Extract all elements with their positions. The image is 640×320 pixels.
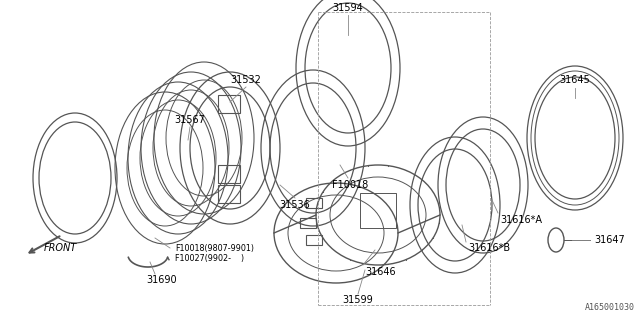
Text: 31645: 31645 [559,75,590,85]
Text: 31616*A: 31616*A [500,215,542,225]
Text: A165001030: A165001030 [585,303,635,312]
Text: 31594: 31594 [333,3,364,13]
Text: 31690: 31690 [147,275,177,285]
Text: 31646: 31646 [365,267,396,277]
Text: 31616*B: 31616*B [468,243,510,253]
Text: F10018: F10018 [332,180,368,190]
Text: 31647: 31647 [594,235,625,245]
Text: F10027(9902-    ): F10027(9902- ) [175,254,244,263]
Text: 31567: 31567 [175,115,205,125]
Text: FRONT: FRONT [44,243,77,253]
Text: 31599: 31599 [342,295,373,305]
Text: 31536: 31536 [280,200,310,210]
Text: 31532: 31532 [230,75,261,85]
Text: F10018(9807-9901): F10018(9807-9901) [175,244,254,252]
